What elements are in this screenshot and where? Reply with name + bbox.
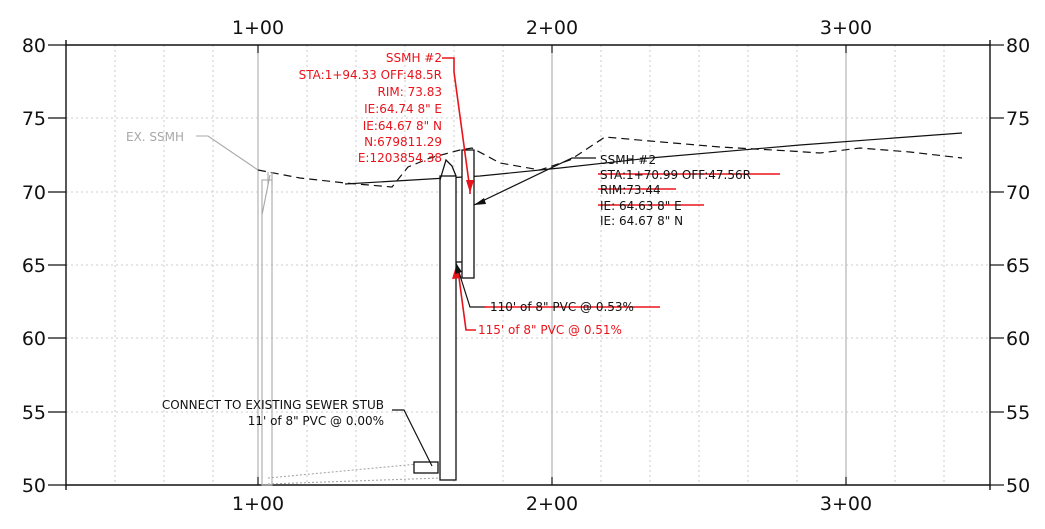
connect-line: CONNECT TO EXISTING SEWER STUB xyxy=(162,398,384,412)
elevation-label-left: 50 xyxy=(22,475,46,497)
ssmh-existing-line: SSMH #2 xyxy=(600,153,656,167)
station-ticks xyxy=(257,45,847,485)
elevation-label-right: 80 xyxy=(1006,35,1030,57)
station-label-bottom: 2+00 xyxy=(526,493,578,515)
ex-ssmh-label: EX. SSMH xyxy=(126,130,184,144)
ssmh-proposed-line: RIM: 73.83 xyxy=(378,85,442,99)
ssmh-existing-line: RIM:73.44 xyxy=(600,183,661,197)
elevation-label-right: 65 xyxy=(1006,255,1030,277)
ssmh-existing-callout: SSMH #2 STA:1+70.99 OFF:47.56R RIM:73.44… xyxy=(600,153,751,228)
horizontal-grid xyxy=(66,117,990,413)
station-label-bottom: 1+00 xyxy=(232,493,284,515)
elevation-label-left: 80 xyxy=(22,35,46,57)
black-leader-lines xyxy=(392,157,596,467)
left-elevation-labels: 80 75 70 65 60 55 50 xyxy=(22,35,46,497)
elevation-label-right: 55 xyxy=(1006,402,1030,424)
elevation-label-right: 75 xyxy=(1006,108,1030,130)
station-label-bottom: 3+00 xyxy=(820,493,872,515)
existing-manhole-faded xyxy=(196,135,441,486)
proposed-ground-line xyxy=(344,132,963,185)
elevation-label-right: 60 xyxy=(1006,328,1030,350)
ssmh-proposed-line: N:679811.29 xyxy=(364,135,442,149)
elevation-label-right: 50 xyxy=(1006,475,1030,497)
vertical-grid xyxy=(114,45,945,485)
ssmh-proposed-line: E:1203854.38 xyxy=(358,151,442,165)
station-label-top: 2+00 xyxy=(526,17,578,39)
elevation-label-left: 55 xyxy=(22,402,46,424)
elevation-label-left: 60 xyxy=(22,328,46,350)
elevation-label-left: 70 xyxy=(22,182,46,204)
elevation-ticks xyxy=(48,44,1004,486)
elevation-label-right: 70 xyxy=(1006,182,1030,204)
connect-callout: CONNECT TO EXISTING SEWER STUB 11' of 8"… xyxy=(162,398,384,428)
sewer-manhole-structures xyxy=(413,149,475,481)
top-station-labels: 1+00 2+00 3+00 xyxy=(232,17,872,39)
ssmh-proposed-line: IE:64.67 8" N xyxy=(363,119,442,133)
right-elevation-labels: 80 75 70 65 60 55 50 xyxy=(1006,35,1030,497)
bottom-station-labels: 1+00 2+00 3+00 xyxy=(232,493,872,515)
connect-line: 11' of 8" PVC @ 0.00% xyxy=(248,414,384,428)
station-label-top: 3+00 xyxy=(820,17,872,39)
ssmh-existing-line: IE: 64.63 8" E xyxy=(600,199,682,213)
ssmh-proposed-line: IE:64.74 8" E xyxy=(364,102,442,116)
ssmh-proposed-line: STA:1+94.33 OFF:48.5R xyxy=(299,68,442,82)
ssmh-proposed-callout: SSMH #2 STA:1+94.33 OFF:48.5R RIM: 73.83… xyxy=(299,51,442,165)
station-label-top: 1+00 xyxy=(232,17,284,39)
strikethrough-lines xyxy=(484,173,780,308)
elevation-label-left: 65 xyxy=(22,255,46,277)
pipe-proposed-label: 115' of 8" PVC @ 0.51% xyxy=(478,323,622,337)
elevation-label-left: 75 xyxy=(22,108,46,130)
ssmh-existing-line: STA:1+70.99 OFF:47.56R xyxy=(600,168,751,182)
black-leader-arrows xyxy=(455,198,486,274)
ssmh-existing-line: IE: 64.67 8" N xyxy=(600,214,683,228)
pipe-existing-label: 110' of 8" PVC @ 0.53% xyxy=(490,300,634,314)
ssmh-proposed-line: SSMH #2 xyxy=(386,51,442,65)
